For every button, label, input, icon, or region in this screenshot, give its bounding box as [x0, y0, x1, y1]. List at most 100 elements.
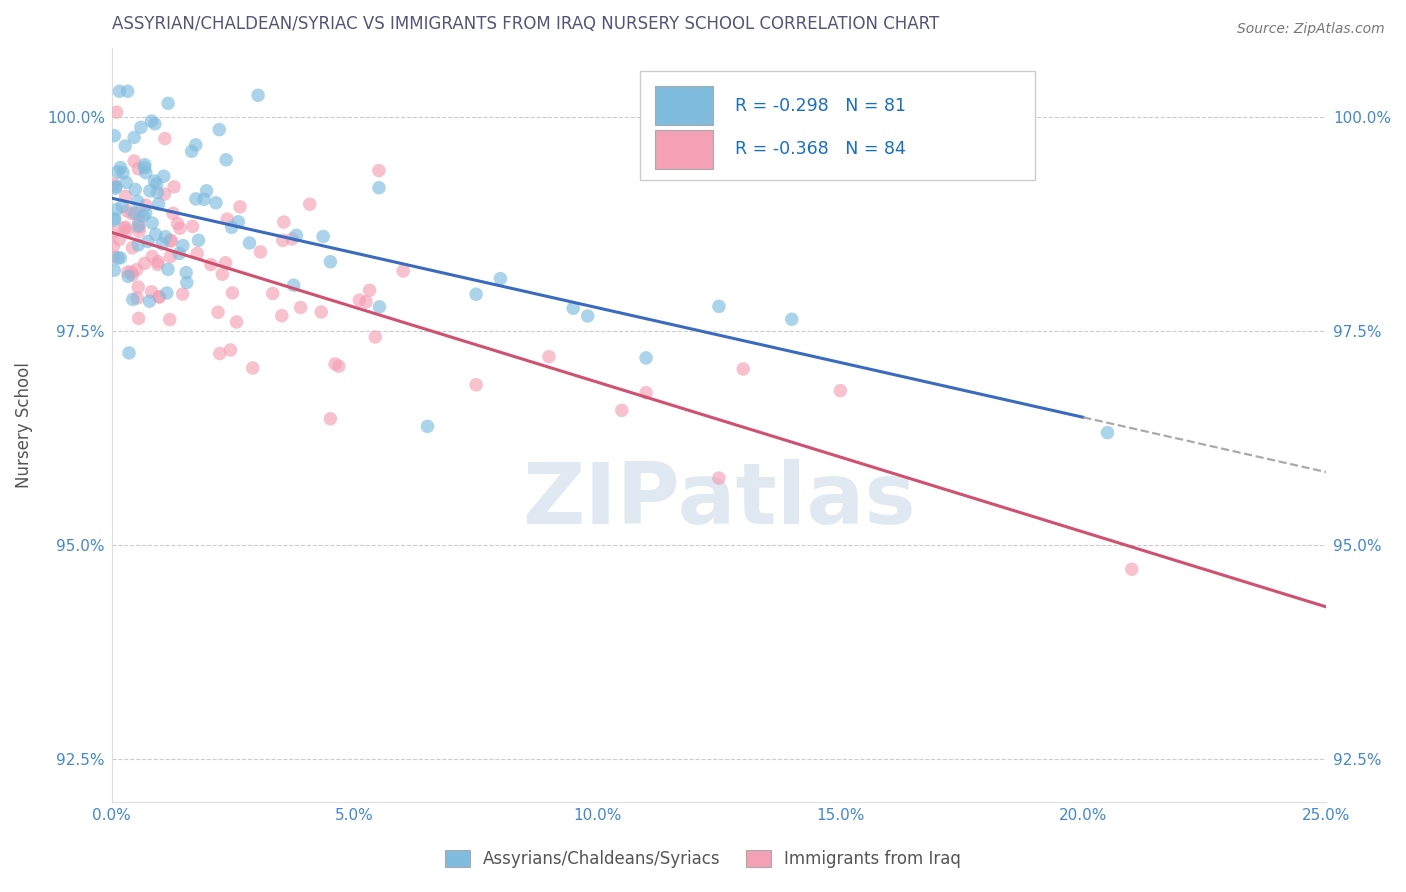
Point [172, 238, 194, 252]
Point [108, 232, 131, 246]
Point [576, 309, 599, 323]
Point [103, 128, 125, 143]
Point [141, 216, 163, 230]
Point [108, 84, 131, 98]
Point [120, 265, 142, 279]
Point [328, 359, 350, 374]
Point [111, 166, 134, 180]
Point [145, 227, 167, 242]
Point [215, 153, 238, 167]
Point [127, 194, 149, 209]
Bar [655, 87, 713, 125]
Point [114, 189, 136, 203]
Point [187, 233, 209, 247]
Point [195, 184, 218, 198]
Point [298, 197, 321, 211]
Point [271, 233, 294, 247]
Point [290, 301, 312, 315]
Point [225, 315, 247, 329]
Point [159, 312, 181, 326]
Point [354, 294, 377, 309]
Point [273, 215, 295, 229]
Text: R = -0.368   N = 84: R = -0.368 N = 84 [735, 140, 905, 159]
Bar [655, 129, 713, 169]
Point [312, 229, 335, 244]
Point [128, 215, 150, 229]
Point [134, 256, 156, 270]
Point [146, 186, 169, 200]
Point [134, 161, 156, 175]
Point [117, 265, 139, 279]
Point [138, 294, 160, 309]
Point [157, 262, 180, 277]
Point [217, 212, 239, 227]
Point [238, 235, 260, 250]
Point [208, 346, 231, 360]
Point [105, 202, 128, 217]
Point [489, 271, 512, 285]
Point [103, 177, 125, 191]
Point [153, 131, 176, 145]
Point [368, 163, 391, 178]
Text: ASSYRIAN/CHALDEAN/SYRIAC VS IMMIGRANTS FROM IRAQ NURSERY SCHOOL CORRELATION CHAR: ASSYRIAN/CHALDEAN/SYRIAC VS IMMIGRANTS F… [112, 15, 939, 33]
Point [122, 154, 145, 169]
Point [110, 251, 132, 265]
Point [148, 290, 170, 304]
Point [465, 377, 488, 392]
Point [270, 309, 292, 323]
Point [115, 203, 138, 218]
Point [186, 246, 208, 260]
Point [124, 182, 146, 196]
Point [117, 269, 139, 284]
Point [368, 300, 391, 314]
Point [166, 217, 188, 231]
Point [208, 122, 231, 136]
Point [141, 249, 163, 263]
Point [111, 200, 134, 214]
Point [115, 175, 138, 189]
Point [242, 361, 264, 376]
Point [228, 215, 250, 229]
Point [229, 200, 252, 214]
Point [110, 161, 132, 175]
Point [221, 220, 243, 235]
Point [150, 236, 173, 251]
Point [153, 187, 176, 202]
Point [103, 225, 125, 239]
Point [103, 250, 125, 264]
Point [124, 206, 146, 220]
Point [127, 291, 149, 305]
Point [636, 385, 658, 400]
Point [129, 120, 152, 135]
Point [159, 233, 181, 247]
Point [127, 207, 149, 221]
Point [636, 351, 658, 365]
Point [145, 177, 167, 191]
Point [162, 206, 184, 220]
Point [156, 286, 179, 301]
Point [163, 179, 186, 194]
Point [114, 139, 136, 153]
Point [172, 287, 194, 301]
Point [1121, 562, 1143, 576]
Point [733, 362, 755, 376]
Point [146, 257, 169, 271]
Point [364, 330, 387, 344]
Point [319, 254, 342, 268]
Point [160, 234, 183, 248]
Point [121, 293, 143, 307]
Point [392, 264, 415, 278]
Point [184, 137, 207, 152]
Point [283, 278, 305, 293]
Point [562, 301, 585, 316]
Point [281, 232, 304, 246]
Point [368, 180, 391, 194]
Point [830, 384, 852, 398]
Point [127, 238, 149, 252]
Point [207, 305, 229, 319]
Point [416, 419, 439, 434]
Point [121, 206, 143, 220]
Point [148, 290, 170, 304]
Point [249, 244, 271, 259]
Point [200, 258, 222, 272]
